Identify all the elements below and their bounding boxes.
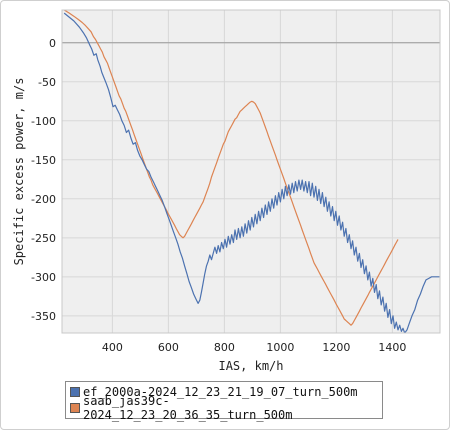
y-tick-label: -100 — [31, 115, 56, 128]
series-line-0 — [63, 12, 440, 333]
x-tick-label: 800 — [214, 341, 235, 354]
x-tick-label: 400 — [102, 341, 123, 354]
legend-item-saab: saab_jas39c-2024_12_23_20_36_35_turn_500… — [70, 394, 378, 422]
x-tick-label: 1200 — [322, 341, 350, 354]
legend-swatch-saab — [70, 403, 80, 413]
series-line-1 — [63, 10, 399, 326]
y-tick-label: -150 — [31, 154, 56, 167]
x-tick-label: 600 — [158, 341, 179, 354]
x-axis-title: IAS, km/h — [218, 359, 283, 373]
x-tick-label: 1400 — [378, 341, 406, 354]
plot-area — [62, 10, 440, 333]
y-tick-label: -250 — [31, 232, 56, 245]
legend-label-saab: saab_jas39c-2024_12_23_20_36_35_turn_500… — [82, 394, 293, 422]
legend-swatch-ef2000 — [70, 387, 80, 397]
legend-label-ef2000: ef_2000a-2024_12_23_21_19_07_turn_500m — [83, 385, 358, 399]
y-tick-label: -200 — [31, 193, 56, 206]
legend-item-ef2000: ef_2000a-2024_12_23_21_19_07_turn_500m — [70, 384, 378, 400]
y-tick-label: -50 — [38, 76, 56, 89]
y-tick-label: -300 — [31, 271, 56, 284]
x-tick-labels: 400 600 800 1000 1200 1400 — [102, 341, 406, 354]
y-tick-labels: 0 -50 -100 -150 -200 -250 -300 -350 — [31, 37, 56, 323]
y-tick-label: 0 — [49, 37, 56, 50]
series-layer — [63, 10, 440, 333]
y-axis-title: Specific excess power, m/s — [12, 78, 26, 266]
y-tick-label: -350 — [31, 310, 56, 323]
x-tick-label: 1000 — [266, 341, 294, 354]
plot-border — [61, 9, 441, 334]
legend: ef_2000a-2024_12_23_21_19_07_turn_500m s… — [65, 381, 383, 422]
